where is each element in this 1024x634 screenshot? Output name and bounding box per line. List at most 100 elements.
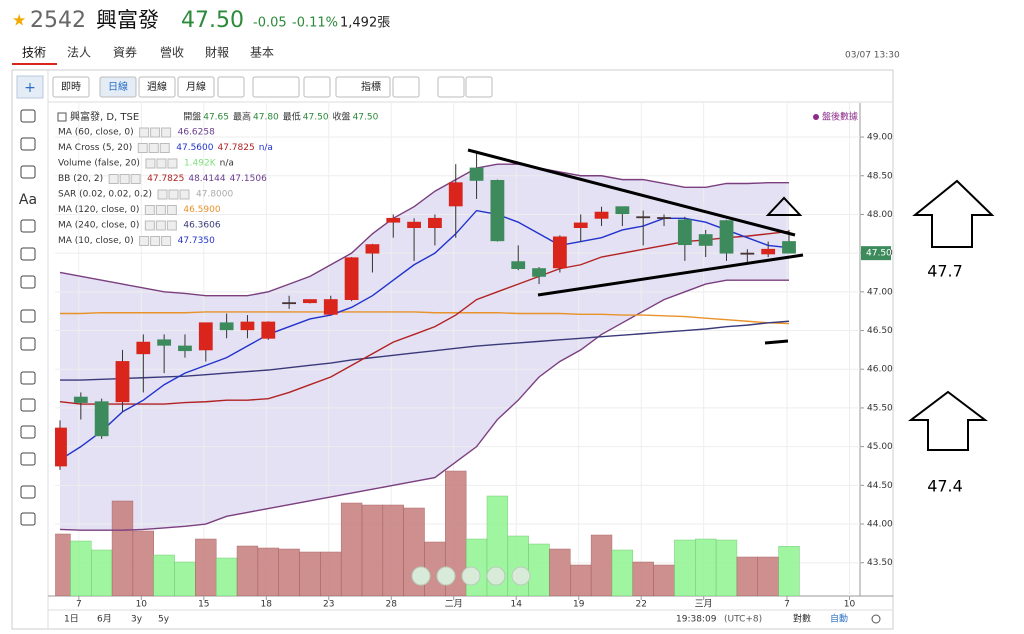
nav-button[interactable] bbox=[486, 566, 506, 586]
legend-icon[interactable] bbox=[155, 205, 166, 215]
tool-icon[interactable] bbox=[20, 452, 36, 466]
range-button[interactable]: 5y bbox=[158, 615, 170, 625]
legend-icon[interactable] bbox=[108, 174, 119, 184]
chart-frame bbox=[11, 69, 894, 630]
favorite-star[interactable]: ★ bbox=[12, 11, 26, 30]
legend-icon[interactable] bbox=[168, 189, 179, 200]
toolbar-button[interactable] bbox=[99, 76, 137, 98]
y-tick-label: 44.50 bbox=[867, 481, 893, 491]
candle-body bbox=[615, 206, 630, 215]
range-button[interactable]: 3y bbox=[131, 615, 143, 625]
tool-icon[interactable] bbox=[20, 165, 36, 179]
legend-icon[interactable] bbox=[119, 174, 130, 184]
ohlc-value: 47.80 bbox=[253, 113, 279, 123]
legend-icon[interactable] bbox=[179, 189, 190, 200]
legend-icon[interactable] bbox=[155, 220, 166, 231]
candle-body bbox=[740, 252, 755, 255]
legend-value: 46.6258 bbox=[178, 128, 215, 138]
tool-icon[interactable] bbox=[20, 137, 36, 151]
candle-body bbox=[157, 339, 172, 346]
text-tool[interactable]: Aa bbox=[19, 192, 37, 208]
x-tick-label: 7 bbox=[76, 600, 82, 610]
trendline bbox=[467, 148, 796, 237]
legend-icon[interactable] bbox=[148, 143, 159, 153]
tab[interactable]: 法人 bbox=[67, 46, 91, 60]
volume-bar bbox=[90, 549, 113, 596]
nav-button[interactable] bbox=[411, 566, 431, 586]
tool-icon[interactable] bbox=[20, 398, 36, 412]
legend-icon[interactable] bbox=[157, 189, 168, 200]
symbol: 2542 bbox=[30, 8, 86, 33]
legend-icon[interactable] bbox=[144, 220, 155, 231]
settings-icon[interactable] bbox=[871, 614, 881, 624]
legend-icon[interactable] bbox=[166, 220, 177, 231]
candle-body bbox=[240, 321, 255, 331]
legend-value: 47.7825 bbox=[147, 174, 184, 184]
legend-icon[interactable] bbox=[159, 143, 170, 153]
legend-icon[interactable] bbox=[150, 127, 161, 138]
toolbar-icon-button[interactable] bbox=[303, 76, 331, 98]
legend-icon[interactable] bbox=[144, 205, 155, 215]
toolbar-icon-button[interactable] bbox=[252, 76, 300, 98]
legend-icon[interactable] bbox=[166, 205, 177, 215]
tool-icon[interactable] bbox=[20, 425, 36, 439]
nav-button[interactable] bbox=[436, 566, 456, 586]
tool-icon[interactable] bbox=[20, 337, 36, 351]
toolbar-button[interactable] bbox=[52, 76, 90, 98]
legend-icon[interactable] bbox=[139, 127, 150, 138]
legend-icon[interactable] bbox=[156, 158, 167, 169]
nav-button[interactable] bbox=[461, 566, 481, 586]
toolbar-icon-button[interactable] bbox=[392, 76, 420, 98]
crosshair-tool[interactable] bbox=[16, 75, 44, 99]
toolbar-button[interactable] bbox=[138, 76, 176, 98]
legend-icon[interactable] bbox=[150, 236, 161, 246]
legend-value: 1.492K bbox=[184, 159, 217, 169]
toolbar-button[interactable] bbox=[335, 76, 391, 98]
tab[interactable]: 財報 bbox=[205, 45, 229, 60]
tool-icon[interactable] bbox=[20, 309, 36, 323]
tool-icon[interactable] bbox=[20, 485, 36, 499]
toolbar-icon-button[interactable] bbox=[217, 76, 245, 98]
legend-title: 興富發, D, TSE bbox=[70, 110, 139, 123]
tool-icon[interactable] bbox=[20, 512, 36, 526]
legend-icon[interactable] bbox=[139, 236, 150, 246]
last-price-tag bbox=[861, 246, 891, 261]
tab[interactable]: 營收 bbox=[160, 46, 184, 60]
nav-button[interactable] bbox=[511, 566, 531, 586]
annotation: 47.7 bbox=[927, 262, 963, 281]
volume-bar bbox=[340, 502, 363, 596]
candle-body bbox=[719, 220, 734, 254]
legend-icon[interactable] bbox=[137, 143, 148, 153]
log-toggle[interactable]: 對數 bbox=[793, 613, 811, 625]
legend-icon[interactable] bbox=[161, 236, 172, 246]
x-tick-label: 二月 bbox=[445, 599, 463, 610]
range-button[interactable]: 1日 bbox=[64, 614, 79, 625]
volume-bar bbox=[590, 534, 613, 596]
legend-icon[interactable] bbox=[167, 158, 178, 169]
tab[interactable]: 資券 bbox=[113, 45, 137, 60]
tab[interactable]: 技術 bbox=[22, 46, 46, 60]
after-hours-label[interactable]: 盤後數據 bbox=[822, 111, 858, 123]
candle-body bbox=[198, 322, 213, 351]
collapse-icon[interactable] bbox=[57, 112, 67, 122]
volume-bar bbox=[445, 470, 467, 596]
candle-body bbox=[55, 427, 67, 467]
candle-body bbox=[532, 268, 546, 277]
toolbar-button[interactable] bbox=[177, 76, 215, 98]
tab[interactable]: 基本 bbox=[250, 46, 274, 60]
toolbar-icon-button[interactable] bbox=[465, 76, 493, 98]
auto-toggle[interactable]: 自動 bbox=[830, 613, 848, 625]
legend-icon[interactable] bbox=[130, 174, 141, 184]
toolbar-icon-button[interactable] bbox=[437, 76, 465, 98]
range-button[interactable]: 6月 bbox=[97, 614, 112, 625]
tool-icon[interactable] bbox=[20, 219, 36, 233]
legend-icon[interactable] bbox=[145, 158, 156, 169]
stock-name: 興富發 bbox=[96, 8, 159, 32]
tool-icon[interactable] bbox=[20, 275, 36, 289]
candle-body bbox=[636, 216, 651, 219]
tool-icon[interactable] bbox=[20, 109, 36, 123]
ohlc-label: 收盤 bbox=[333, 111, 351, 123]
legend-icon[interactable] bbox=[161, 127, 172, 138]
tool-icon[interactable] bbox=[20, 371, 36, 385]
tool-icon[interactable] bbox=[20, 247, 36, 261]
